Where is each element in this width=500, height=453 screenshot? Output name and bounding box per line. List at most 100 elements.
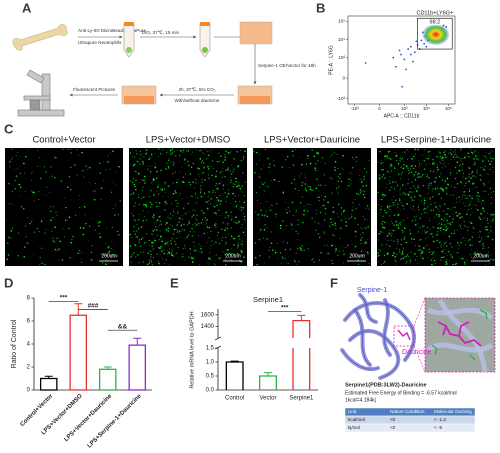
cell — [457, 169, 459, 172]
cell — [292, 164, 294, 166]
cell — [91, 245, 93, 247]
cell — [482, 245, 485, 247]
cell — [469, 177, 472, 180]
cell — [383, 260, 386, 263]
cell — [227, 214, 230, 217]
cell — [458, 170, 461, 172]
cell — [491, 238, 494, 241]
cell — [151, 264, 154, 266]
cell — [227, 168, 229, 171]
cell — [33, 200, 35, 202]
cell — [401, 184, 404, 186]
cell — [143, 182, 146, 184]
cell — [440, 223, 443, 226]
cell — [400, 158, 403, 161]
cell — [317, 222, 319, 224]
cell — [381, 159, 383, 161]
cell — [260, 168, 262, 170]
cell — [410, 196, 413, 199]
cell — [200, 185, 202, 187]
cell — [317, 153, 320, 155]
cell — [354, 199, 356, 201]
cell — [294, 187, 297, 190]
cell — [435, 206, 437, 208]
cell — [482, 247, 484, 250]
cell — [215, 226, 217, 228]
cell — [462, 194, 464, 196]
cell — [450, 169, 452, 171]
y-tick-label: 0.0 — [206, 388, 215, 394]
cell — [408, 172, 411, 174]
cell — [304, 173, 306, 175]
cell — [297, 239, 299, 240]
cell — [470, 197, 472, 199]
cell — [451, 255, 453, 257]
cell — [94, 229, 97, 232]
cell — [341, 246, 343, 247]
cell — [422, 247, 425, 249]
cell — [285, 225, 288, 227]
cell — [116, 230, 119, 233]
cell — [335, 161, 337, 163]
cell — [332, 211, 335, 213]
cell — [154, 239, 156, 242]
cell — [18, 158, 19, 160]
cell — [236, 204, 238, 206]
cell — [256, 163, 258, 165]
cell — [343, 262, 344, 264]
cell — [64, 197, 66, 199]
micrograph — [129, 148, 247, 266]
cell — [355, 156, 358, 159]
cell — [359, 175, 361, 177]
cell — [403, 253, 405, 255]
cell — [181, 253, 184, 255]
cell — [455, 152, 457, 154]
cell — [191, 151, 194, 153]
cell — [208, 177, 211, 180]
cell — [492, 258, 494, 260]
cell — [300, 227, 302, 229]
cell — [464, 205, 467, 207]
cell — [456, 229, 458, 231]
cell — [324, 245, 326, 247]
cell — [164, 181, 166, 184]
workflow-step: Serpine-1 OE/Vector for 48h — [258, 63, 316, 68]
cell — [260, 203, 262, 205]
cell — [277, 242, 279, 244]
cell — [15, 155, 17, 157]
cell — [284, 258, 286, 260]
cell — [225, 211, 227, 214]
cell — [440, 260, 442, 262]
cell — [415, 189, 418, 192]
cell — [342, 169, 344, 170]
cell — [264, 148, 267, 150]
cell — [438, 156, 440, 158]
cell — [269, 163, 271, 165]
cell — [148, 156, 150, 158]
cell — [197, 223, 199, 225]
cell — [156, 219, 159, 221]
cell — [158, 215, 161, 218]
cell — [426, 230, 429, 233]
cell — [19, 156, 21, 158]
cell — [153, 222, 155, 224]
cell — [241, 159, 243, 162]
bar — [69, 314, 88, 391]
y-tick-label: 0 — [27, 388, 31, 394]
cell — [81, 151, 83, 154]
cell — [217, 184, 219, 186]
cell — [219, 215, 220, 217]
cell — [203, 166, 205, 168]
cell — [343, 209, 345, 212]
cell — [163, 252, 166, 255]
cell — [399, 209, 401, 211]
cell — [466, 227, 468, 228]
cell — [297, 233, 299, 235]
cell — [442, 155, 444, 157]
cell — [307, 248, 309, 250]
cell — [417, 173, 419, 175]
cell — [142, 220, 144, 222]
cell — [37, 165, 39, 167]
cell — [238, 185, 240, 187]
cell — [216, 196, 218, 199]
